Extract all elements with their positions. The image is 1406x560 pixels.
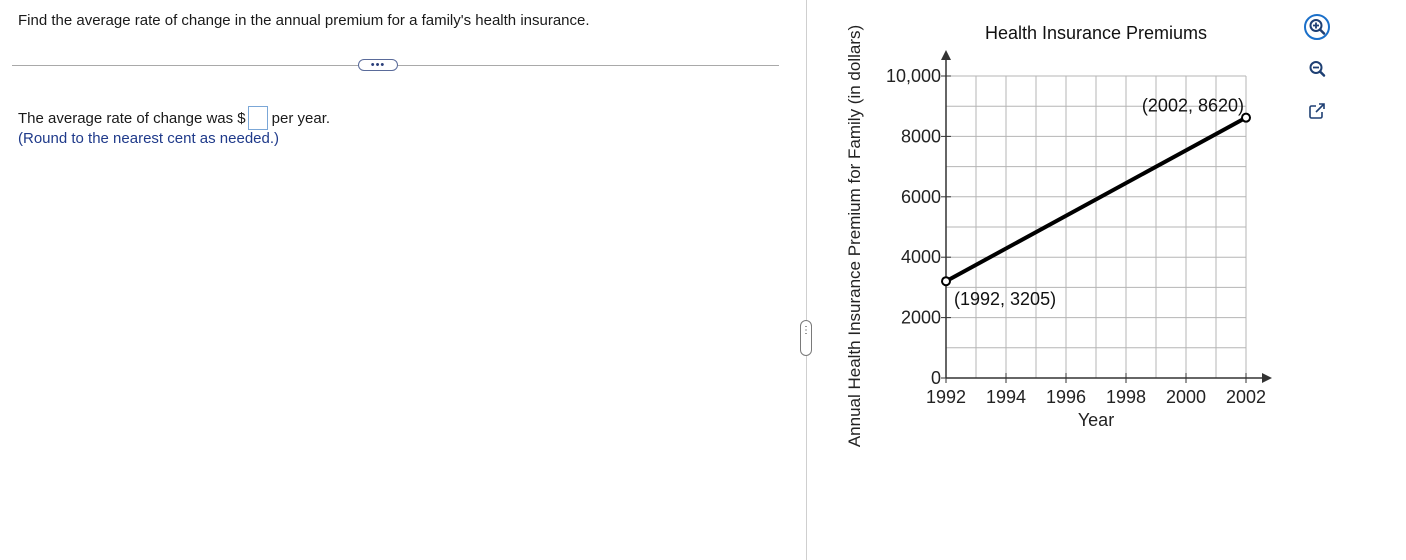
zoom-in-icon bbox=[1304, 14, 1330, 40]
zoom-out-icon bbox=[1309, 61, 1326, 77]
y-tick-label: 4000 bbox=[901, 247, 941, 267]
y-tick-label: 8000 bbox=[901, 126, 941, 146]
answer-line: The average rate of change was $ per yea… bbox=[18, 106, 330, 130]
data-point bbox=[1241, 112, 1251, 123]
premium-line bbox=[945, 115, 1247, 283]
zoom-in-button[interactable] bbox=[1302, 12, 1332, 42]
x-axis-arrow bbox=[1262, 373, 1272, 383]
chart-clip: 0 2000 4000 6000 8000 10,000 1992 1994 1996 1998 2… bbox=[812, 0, 1332, 560]
y-axis-label: Annual Health Insurance Premium for Fami… bbox=[845, 24, 864, 448]
question-prompt: Find the average rate of change in the a… bbox=[18, 12, 590, 29]
y-tick-label: 0 bbox=[931, 368, 941, 388]
chart-title: Health Insurance Premiums bbox=[985, 23, 1207, 43]
pane-divider bbox=[806, 0, 807, 560]
data-point bbox=[941, 276, 951, 287]
chart: 0 2000 4000 6000 8000 10,000 1992 1994 1996 1998 2… bbox=[886, 23, 1272, 430]
annotation-start: (1992, 3205) bbox=[954, 289, 1056, 309]
x-tick-label: 1996 bbox=[1046, 387, 1086, 407]
x-tick-label: 1998 bbox=[1106, 387, 1146, 407]
y-axis-arrow bbox=[941, 50, 951, 60]
x-tick-label: 2000 bbox=[1166, 387, 1206, 407]
more-button[interactable]: ••• bbox=[358, 59, 398, 71]
rounding-hint: (Round to the nearest cent as needed.) bbox=[18, 130, 280, 147]
pane-resize-handle[interactable]: ⋮ bbox=[800, 320, 812, 356]
x-tick-label: 2002 bbox=[1226, 387, 1266, 407]
x-tick-label: 1994 bbox=[986, 387, 1026, 407]
y-tick-label: 2000 bbox=[901, 308, 941, 328]
answer-suffix: per year. bbox=[271, 109, 331, 127]
x-axis-label: Year bbox=[1078, 410, 1114, 430]
x-tick-label: 1992 bbox=[926, 387, 966, 407]
answer-prefix: The average rate of change was $ bbox=[18, 109, 246, 127]
answer-input[interactable] bbox=[247, 106, 268, 130]
popout-button[interactable] bbox=[1302, 96, 1332, 126]
question-pane: Find the average rate of change in the a… bbox=[12, 12, 779, 147]
y-tick-label: 6000 bbox=[901, 187, 941, 207]
zoom-out-button[interactable] bbox=[1302, 54, 1332, 84]
annotation-end: (2002, 8620) bbox=[1142, 96, 1244, 116]
y-tick-label: 10,000 bbox=[886, 66, 941, 86]
popout-icon bbox=[1309, 103, 1326, 119]
